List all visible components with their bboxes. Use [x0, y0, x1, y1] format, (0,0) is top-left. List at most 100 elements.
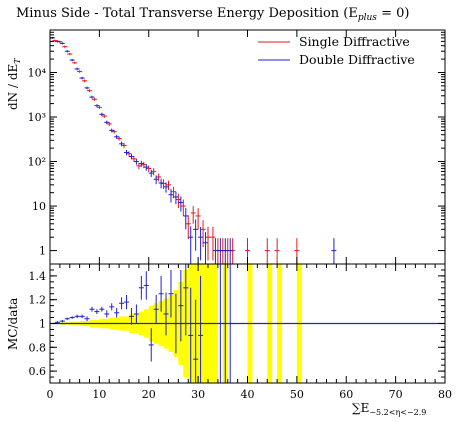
single-diffractive-point-29	[195, 208, 201, 230]
x-axis-label-main: ∑E	[352, 401, 369, 415]
double-diffractive-point-14	[119, 141, 125, 147]
double-diffractive-point-24	[168, 189, 174, 203]
x-axis-label-subscript: −5.2<η<−2.9	[369, 408, 426, 417]
top-y-tick-label: 10²	[28, 156, 46, 169]
ratio-point-32	[227, 264, 233, 383]
x-tick-label: 30	[191, 388, 205, 401]
double-diffractive-point-9	[94, 104, 100, 108]
x-tick-label: 40	[241, 388, 255, 401]
double-diffractive-point-6	[79, 76, 85, 80]
single-diffractive-point-22	[161, 179, 167, 190]
x-tick-label: 50	[290, 388, 304, 401]
double-diffractive-point-28	[188, 226, 194, 264]
ratio-point-18	[143, 271, 149, 300]
double-diffractive-point-25	[173, 191, 179, 205]
double-diffractive-point-15	[124, 149, 130, 156]
ratio-point-3	[69, 316, 75, 319]
ratio-point-19	[148, 328, 154, 362]
top-y-tick-label: 10	[32, 200, 46, 213]
bottom-y-tick-label: 1.2	[29, 294, 47, 307]
chart-title-tail: = 0)	[377, 6, 410, 21]
ratio-point-31	[222, 264, 228, 383]
ratio-point-2	[64, 317, 70, 320]
double-diffractive-point-1	[54, 40, 60, 43]
single-diffractive-point-16	[131, 156, 137, 162]
chart-title: Minus Side - Total Transverse Energy Dep…	[16, 6, 409, 23]
legend-entry-single: Single Diffractive	[258, 34, 410, 49]
single-diffractive-point-39	[274, 238, 280, 264]
top-y-tick-label: 1	[39, 245, 46, 258]
ratio-point-13	[119, 297, 125, 310]
double-diffractive-point-23	[163, 182, 169, 193]
x-tick-label: 60	[339, 388, 353, 401]
ratio-point-25	[178, 269, 184, 342]
ratio-point-7	[89, 306, 95, 312]
double-diffractive-point-34	[222, 238, 228, 264]
single-diffractive-point-4	[72, 61, 78, 65]
ratio-point-9	[99, 306, 105, 312]
ratio-point-17	[138, 275, 144, 300]
single-diffractive-point-20	[151, 168, 157, 176]
top-y-axis-label: dN / dET	[6, 58, 22, 110]
legend: Single Diffractive Double Diffractive	[258, 34, 415, 67]
double-diffractive-point-5	[74, 67, 80, 71]
ratio-point-21	[158, 275, 164, 312]
top-y-axis-label-main: dN / dE	[6, 64, 20, 110]
single-diffractive-point-23	[166, 180, 171, 190]
single-diffractive-point-32	[210, 226, 216, 261]
ratio-point-30	[217, 264, 223, 383]
single-diffractive-point-21	[156, 173, 162, 182]
single-diffractive-point-19	[146, 165, 152, 173]
top-panel-marks	[49, 36, 337, 264]
double-diffractive-point-18	[138, 160, 144, 167]
x-tick-label: 20	[142, 388, 156, 401]
x-tick-label: 80	[438, 388, 452, 401]
double-diffractive-point-29	[193, 219, 199, 251]
x-tick-label: 10	[92, 388, 106, 401]
bottom-panel: 0.60.811.21.4 0 10 20 30 40 50 60 70 80 MC/data …	[6, 263, 452, 417]
ratio-point-0	[54, 321, 60, 324]
double-diffractive-point-7	[84, 86, 90, 90]
ratio-point-20	[153, 294, 159, 324]
top-y-axis: 1 10 10² 10³ 10⁴	[28, 29, 446, 264]
double-diffractive-point-20	[148, 169, 154, 177]
single-diffractive-point-24	[170, 186, 176, 199]
bottom-panel-marks	[50, 264, 445, 383]
x-axis: 0 10 20 30 40 50 60 70 80	[47, 264, 452, 401]
single-diffractive-point-9	[96, 105, 102, 109]
ratio-point-28	[193, 299, 199, 383]
double-diffractive-point-10	[99, 112, 105, 117]
single-diffractive-point-26	[180, 199, 186, 216]
ratio-point-5	[79, 314, 85, 319]
double-diffractive-point-33	[217, 238, 223, 264]
legend-entry-double: Double Diffractive	[258, 52, 415, 67]
ratio-point-16	[133, 304, 139, 324]
single-diffractive-point-8	[91, 97, 97, 101]
ratio-point-24	[173, 293, 179, 354]
double-diffractive-point-11	[104, 120, 110, 125]
top-y-tick-label: 10³	[28, 111, 46, 124]
ratio-point-15	[128, 308, 134, 325]
chart-title-subscript: plus	[358, 13, 377, 23]
double-diffractive-point-12	[109, 128, 115, 133]
top-y-axis-label-subscript: T	[13, 58, 22, 64]
x-tick-label: 70	[389, 388, 403, 401]
double-diffractive-point-26	[178, 196, 184, 212]
double-diffractive-point-35	[227, 238, 233, 264]
x-tick-label: 0	[47, 388, 54, 401]
bottom-y-tick-label: 1	[39, 318, 46, 331]
ratio-point-26	[183, 264, 189, 336]
ratio-point-29	[198, 275, 204, 383]
ratio-point-8	[94, 309, 100, 314]
double-diffractive-point-16	[128, 153, 134, 160]
ratio-point-10	[104, 310, 110, 318]
chart-title-main: Minus Side - Total Transverse Energy Dep…	[16, 6, 358, 21]
double-diffractive-point-19	[143, 164, 149, 171]
ratio-point-22	[163, 292, 169, 336]
top-y-tick-label: 10⁴	[28, 66, 47, 79]
double-diffractive-point-27	[183, 208, 189, 230]
single-diffractive-point-27	[185, 215, 191, 240]
bottom-y-tick-label: 1.4	[29, 270, 47, 283]
double-diffractive-point-31	[203, 232, 209, 264]
